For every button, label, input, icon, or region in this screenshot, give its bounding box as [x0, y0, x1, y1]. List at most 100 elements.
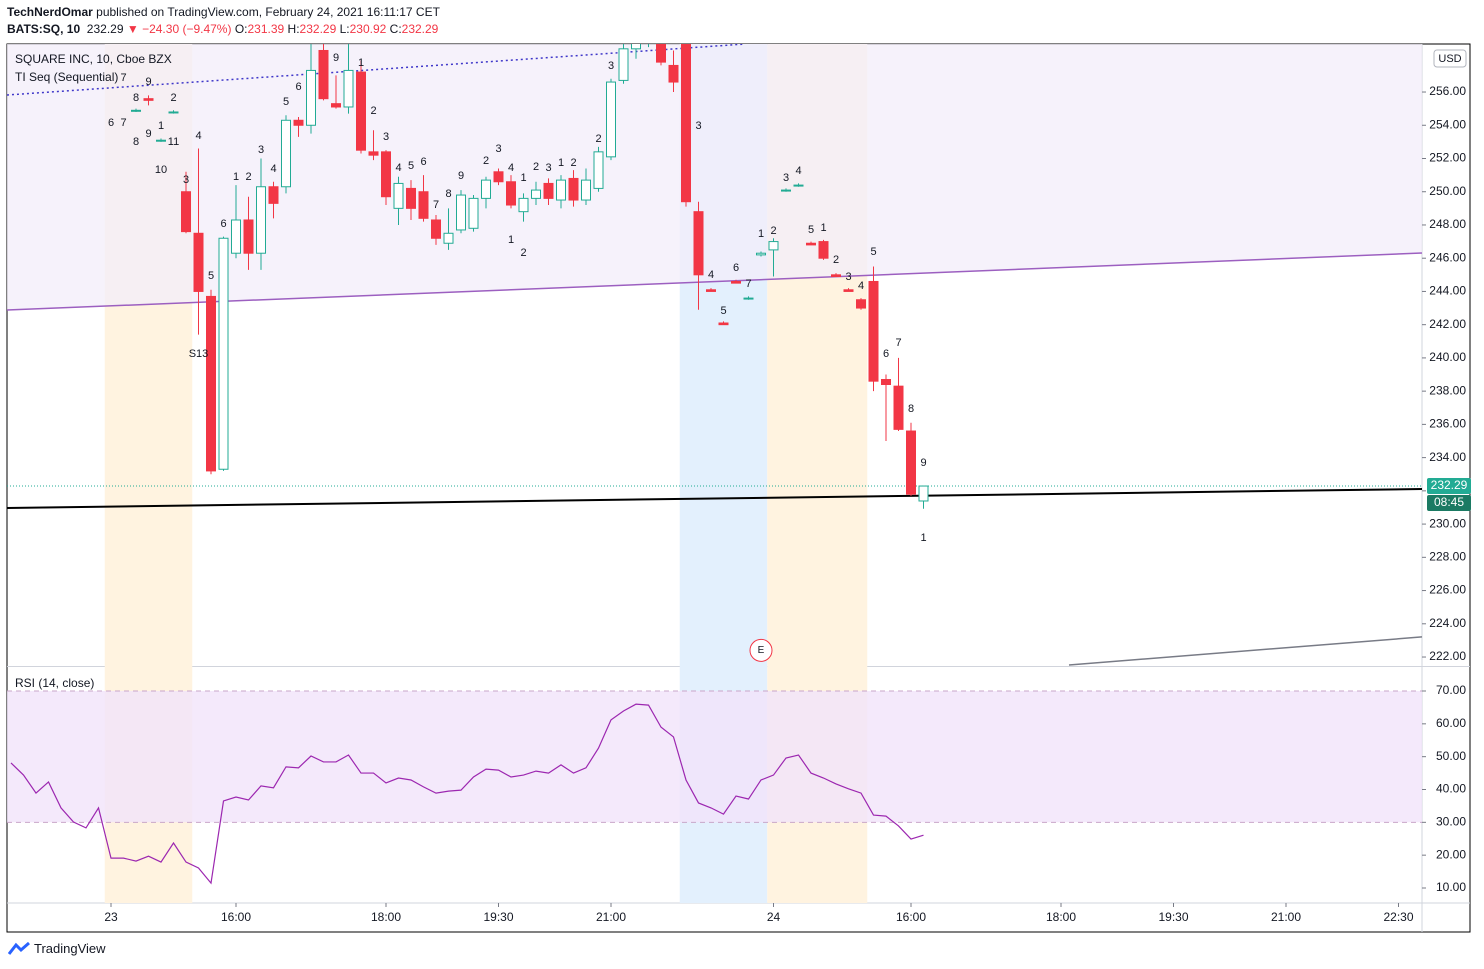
arrow: ▼ — [126, 22, 139, 36]
candle-body — [681, 44, 691, 203]
candle-body — [243, 219, 254, 254]
logo — [8, 941, 30, 955]
seq-label: 6 — [883, 348, 889, 360]
y-tick-label: 256.00 — [1429, 84, 1466, 98]
candle-body — [531, 189, 541, 199]
x-tick-label: 19:30 — [1158, 910, 1188, 924]
seq-label: 2 — [483, 155, 489, 167]
seq-label: 1 — [520, 172, 526, 184]
y-tick-label: 20.00 — [1436, 847, 1466, 861]
candle-body — [393, 182, 404, 209]
seq-label: 2 — [170, 92, 176, 104]
candle-body — [506, 181, 516, 206]
currency: USD — [1438, 53, 1461, 65]
seq-label: 7 — [120, 72, 126, 84]
rsi-pane — [7, 690, 1422, 885]
seq-label: 2 — [595, 133, 601, 145]
candle-body — [706, 289, 716, 292]
y-tick-label: 224.00 — [1429, 616, 1466, 630]
candle-body — [306, 69, 316, 126]
seq-label: 7 — [433, 199, 439, 211]
candle-body — [568, 177, 579, 201]
seq-label: 1 — [558, 157, 564, 169]
seq-label: 1 — [508, 234, 514, 246]
candle-body — [668, 64, 679, 83]
x-tick-label: 19:30 — [483, 910, 513, 924]
candle-body — [356, 71, 366, 151]
candle-body — [743, 297, 754, 300]
event-label: E — [758, 645, 765, 656]
seq-label: 9 — [145, 128, 151, 140]
y-tick-label: 248.00 — [1429, 217, 1466, 231]
candle-body — [606, 81, 616, 158]
footer: TradingView — [8, 941, 106, 956]
y-tick-label: 240.00 — [1429, 350, 1466, 364]
ohlc-key: O: — [234, 22, 248, 36]
candle-body — [481, 179, 491, 199]
trend-line — [1068, 636, 1422, 666]
rsi-line — [10, 703, 924, 885]
y-tick-label: 40.00 — [1436, 782, 1466, 796]
candle-body — [518, 197, 529, 213]
x-tick-label: 22:30 — [1383, 910, 1413, 924]
seq-label: 1 — [920, 532, 926, 544]
price-tag-label: 232.29 — [1431, 478, 1468, 492]
seq-label: 1 — [820, 222, 826, 234]
seq-label: 3 — [845, 271, 851, 283]
candle-body — [231, 219, 241, 254]
seq-label: 3 — [695, 120, 701, 132]
seq-label: 1 — [233, 171, 239, 183]
y-tick-label: 226.00 — [1429, 583, 1466, 597]
candle-body — [893, 385, 904, 430]
seq-label: 6 — [220, 218, 226, 230]
ohlc-key: L: — [339, 22, 350, 36]
candle-body — [593, 151, 604, 189]
seq-label: 4 — [708, 269, 714, 281]
y-tick-label: 244.00 — [1429, 284, 1466, 298]
candle-body — [843, 289, 854, 292]
candle-body — [756, 252, 766, 256]
candle-body — [381, 151, 391, 198]
candle-body — [806, 242, 816, 246]
seq-label: 4 — [508, 162, 514, 174]
candle-body — [793, 184, 804, 187]
seq-label: 4 — [795, 165, 801, 177]
quote-line: BATS:SQ, 10 232.29 ▼ −24.30 (−9.47%) O:2… — [7, 21, 440, 38]
seq-label: 6 — [295, 81, 301, 93]
ohlc-value: 231.39 — [247, 22, 285, 36]
ohlc-value: 232.29 — [401, 22, 439, 36]
y-tick-label: 242.00 — [1429, 317, 1466, 331]
seq-label: 2 — [370, 105, 376, 117]
legend-entry: RSI (14, close) — [15, 676, 94, 690]
seq-label: 5 — [408, 160, 414, 172]
y-tick-label: 246.00 — [1429, 250, 1466, 264]
seq-label: 2 — [770, 225, 776, 237]
y-tick-label: 222.00 — [1429, 649, 1466, 663]
candle-body — [281, 119, 291, 188]
seq-label: 7 — [895, 337, 901, 349]
seq-label: 1 — [158, 120, 164, 132]
y-tick-label: 238.00 — [1429, 383, 1466, 397]
candle-body — [868, 280, 879, 382]
seq-label: 6 — [733, 262, 739, 274]
ohlc-value: 230.92 — [349, 22, 387, 36]
candle-body — [856, 299, 866, 309]
candle-body — [206, 295, 216, 472]
last: 232.29 — [86, 22, 124, 36]
candle-body — [768, 241, 779, 251]
candle-body — [918, 485, 929, 502]
seq-label: 5 — [720, 305, 726, 317]
candle-body — [181, 191, 191, 233]
publish-line: TechNerdOmar published on TradingView.co… — [7, 4, 440, 21]
ohlc-key: H: — [287, 22, 300, 36]
seq-label: 2 — [520, 247, 526, 259]
seq-label: 9 — [458, 170, 464, 182]
candle-body — [881, 379, 891, 385]
seq-label: 4 — [195, 130, 201, 142]
x-tick-label: 21:00 — [1271, 910, 1301, 924]
seq-label: 3 — [783, 172, 789, 184]
candle-body — [268, 186, 279, 204]
candle-body — [718, 322, 729, 326]
candle-body — [468, 197, 479, 229]
